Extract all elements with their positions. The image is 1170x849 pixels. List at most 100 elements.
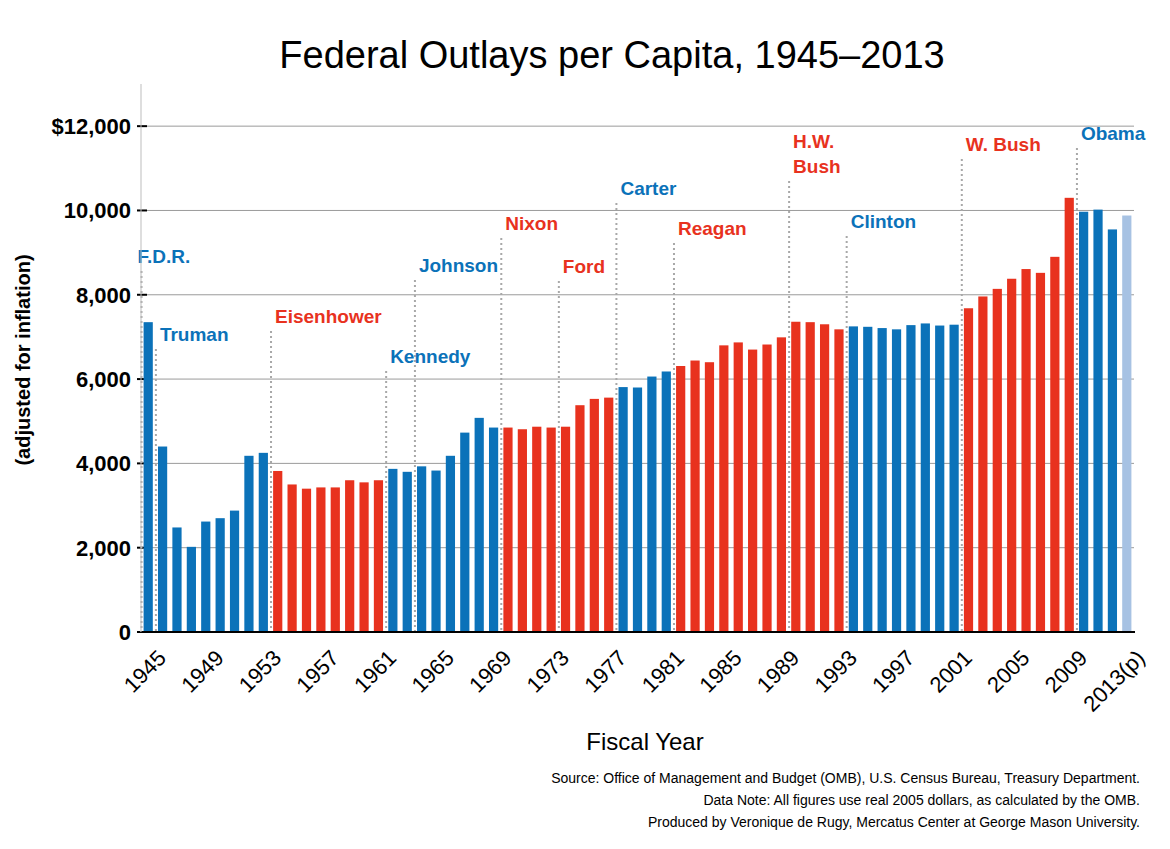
annotation-label: F.D.R. — [138, 246, 191, 267]
bar — [403, 472, 412, 632]
annotation-label: W. Bush — [966, 134, 1041, 155]
bars — [144, 198, 1132, 632]
annotation-label: Eisenhower — [275, 306, 382, 327]
bar — [619, 387, 628, 632]
bar — [259, 453, 268, 632]
bar — [705, 362, 714, 632]
annotation-line — [558, 281, 560, 632]
bar — [475, 418, 484, 632]
chart: Federal Outlays per Capita, 1945–201302,… — [0, 0, 1170, 849]
bar — [849, 326, 858, 632]
annotation-label: Truman — [160, 324, 229, 345]
x-tick-label: 2001 — [925, 645, 977, 697]
grid-line — [147, 126, 1134, 127]
x-tick-label: 1981 — [637, 645, 689, 697]
bar — [518, 429, 527, 632]
y-tick-label: 8,000 — [76, 283, 131, 308]
bar — [734, 342, 743, 632]
x-tick-label: 1945 — [119, 645, 171, 697]
bar — [1007, 279, 1016, 632]
y-tick — [137, 209, 147, 211]
bar — [431, 471, 440, 632]
bar — [878, 328, 887, 632]
bar — [172, 527, 181, 632]
source-note: Source: Office of Management and Budget … — [551, 770, 1140, 786]
bar — [446, 456, 455, 632]
annotation-line-text: H.W. — [793, 131, 834, 152]
annotation-label: Nixon — [505, 213, 558, 234]
bar — [244, 456, 253, 632]
bar — [719, 345, 728, 632]
annotation-label: Johnson — [419, 255, 498, 276]
annotation-line-text: Reagan — [678, 218, 747, 239]
annotation-line — [846, 236, 848, 632]
bar — [935, 326, 944, 632]
x-tick-label: 1985 — [694, 645, 746, 697]
bar — [777, 337, 786, 632]
bar — [978, 296, 987, 632]
annotation-label: Carter — [620, 178, 677, 199]
bar — [302, 489, 311, 632]
x-tick-label: 1977 — [579, 645, 631, 697]
annotation-label: H.W.Bush — [793, 131, 841, 177]
x-tick-label: 1973 — [522, 645, 574, 697]
bar — [762, 345, 771, 632]
annotation-line — [385, 371, 387, 632]
annotation-line-text: Carter — [620, 178, 677, 199]
annotation-line — [961, 159, 963, 632]
x-tick-label: 1997 — [867, 645, 919, 697]
x-tick-label: 1989 — [752, 645, 804, 697]
annotation-label: Clinton — [851, 211, 916, 232]
annotation-line — [615, 203, 617, 632]
bar — [791, 322, 800, 632]
bar — [316, 487, 325, 632]
y-tick-label: 4,000 — [76, 451, 131, 476]
x-tick-label: 1969 — [464, 645, 516, 697]
bar — [950, 325, 959, 632]
bar — [676, 366, 685, 632]
annotation-line-text: Kennedy — [390, 346, 471, 367]
annotation-line — [414, 280, 416, 632]
annotation-line — [1076, 148, 1078, 632]
bar — [388, 469, 397, 632]
bar — [748, 350, 757, 632]
x-tick-label: 2013(p) — [1078, 645, 1149, 716]
bar — [834, 329, 843, 632]
annotation-line-text: Eisenhower — [275, 306, 382, 327]
y-tick — [137, 294, 147, 296]
x-tick-label: 1993 — [810, 645, 862, 697]
bar — [144, 322, 153, 632]
bar — [273, 471, 282, 632]
bar — [345, 480, 354, 632]
bar — [331, 487, 340, 632]
title: Federal Outlays per Capita, 1945–2013 — [279, 34, 944, 76]
annotation-line-text: Obama — [1081, 123, 1146, 144]
bar — [892, 329, 901, 632]
bar — [460, 433, 469, 632]
bar — [806, 322, 815, 632]
annotation-line-text: Clinton — [851, 211, 916, 232]
bar — [993, 289, 1002, 632]
x-axis-label: Fiscal Year — [586, 728, 703, 755]
bar — [906, 325, 915, 632]
bar — [374, 480, 383, 632]
bar — [1036, 273, 1045, 632]
page: {"chart_data": { "type": "bar", "title":… — [0, 0, 1170, 849]
bar — [590, 399, 599, 632]
bar — [489, 428, 498, 632]
annotation-line — [673, 243, 675, 632]
annotation-line — [270, 331, 272, 632]
annotations — [142, 148, 1077, 632]
annotation-line — [500, 238, 502, 632]
x-tick-label: 1961 — [349, 645, 401, 697]
annotation-line-text: W. Bush — [966, 134, 1041, 155]
y-tick — [137, 125, 147, 127]
annotation-line-text: Ford — [563, 256, 605, 277]
x-tick-label: 2005 — [982, 645, 1034, 697]
bar — [964, 308, 973, 632]
annotation-label: Obama — [1081, 123, 1146, 144]
annotation-label: Ford — [563, 256, 605, 277]
source-note: Produced by Veronique de Rugy, Mercatus … — [648, 814, 1140, 830]
grid — [147, 126, 1134, 632]
bar — [417, 466, 426, 632]
